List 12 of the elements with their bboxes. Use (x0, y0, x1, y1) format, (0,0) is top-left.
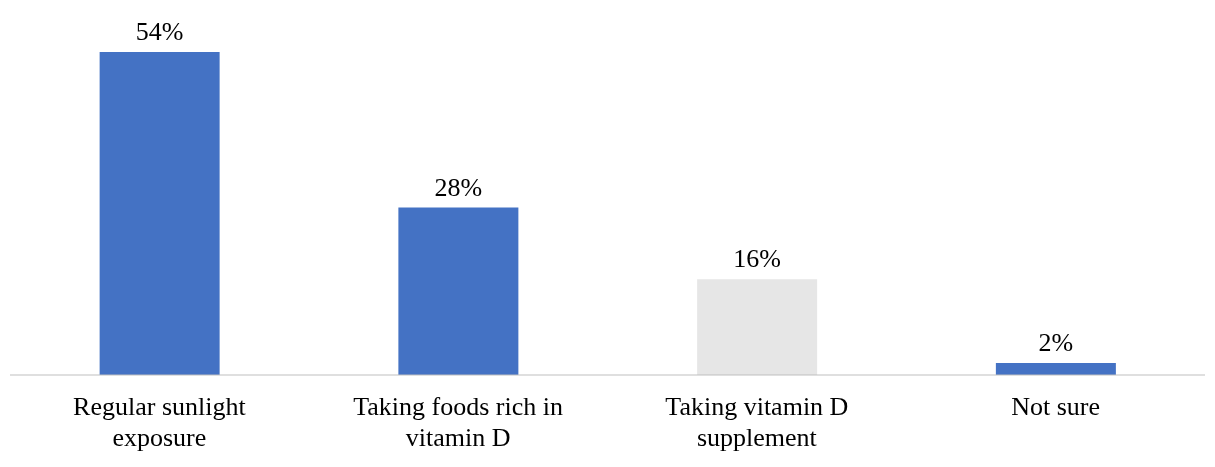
data-label: 2% (1038, 328, 1074, 358)
x-tick-label: Taking foods rich in vitamin D (353, 392, 564, 452)
x-tick-label: Taking vitamin D supplement (665, 392, 849, 452)
bar (398, 207, 519, 375)
data-label: 16% (733, 244, 781, 274)
data-label: 54% (135, 17, 184, 46)
bar (697, 279, 818, 375)
bar (99, 52, 220, 375)
x-tick-label: Regular sunlight exposure (73, 392, 247, 452)
x-tick-label: Not sure (1011, 392, 1101, 421)
data-label: 28% (434, 172, 483, 202)
bar (995, 363, 1116, 375)
